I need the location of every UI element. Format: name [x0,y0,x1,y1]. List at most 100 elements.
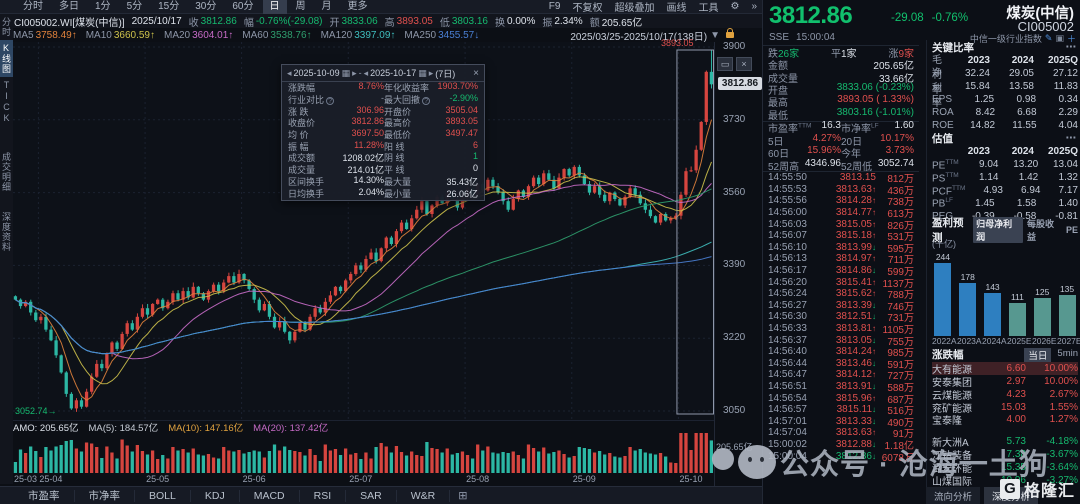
next-end-date-icon[interactable]: ▸ [428,67,434,78]
sidebar-item-TICK[interactable]: TICK [1,80,12,124]
sidebar-item-成交明细[interactable]: 成交明细 [1,152,11,192]
period-tab-1分[interactable]: 1分 [95,0,111,12]
tooltip-cell: 区间换手 14.30% [288,175,384,188]
mover-row-安泰集团[interactable]: 安泰集团 2.97 10.00% [932,375,1078,389]
quote-row: 最低 3803.16 (-1.01%) [763,106,919,122]
period-tab-60分[interactable]: 60分 [232,0,254,12]
tick-arrow-icon: ↑ [872,428,876,438]
mover-row-云煤能源[interactable]: 云煤能源 4.23 2.67% [932,388,1078,402]
forecast-toggle-PE[interactable]: PE [1065,224,1078,235]
tick-price: 3813.46↓ [835,357,876,369]
more-chevrons-icon[interactable]: » [751,1,757,12]
calendar-icon[interactable]: ▦ [341,67,351,78]
prev-end-date-icon[interactable]: ◂ [363,67,369,78]
up-count: 9家 [898,48,914,60]
valuation-menu-icon[interactable]: ⋯ [1065,132,1077,145]
sidebar-item-分时[interactable]: 分时 [1,17,11,37]
period-tab-日[interactable]: 日 [262,0,287,14]
tick-time: 14:55:53 [768,183,807,195]
tool-工具[interactable]: 工具 [698,3,719,14]
candlestick-chart[interactable]: 3893.05 3052.74→ ◂ 2025-10-09 ▦ ▸ - ◂ 2025-10-17… [13,38,714,420]
tick-price: 3815.05↑ [835,218,876,230]
tick-time: 14:56:54 [768,392,807,404]
period-tab-周[interactable]: 周 [295,0,306,12]
selection-rect-tool-icon[interactable]: ▭ [717,57,733,71]
quote-time: 15:00:04 [796,32,835,43]
field-幅: 幅 -0.76%(-29.08) [244,14,323,29]
key-ratios-row: 毛利率 32.24 29.05 27.12 [932,55,1078,96]
add-indicator-icon[interactable]: ⊞ [458,490,468,502]
tooltip-row: 区间换手 14.30% 最大量 35.43亿 [282,175,484,188]
stat-label: 收盘价 [288,118,316,129]
indicator-tab-市盈率[interactable]: 市盈率 [14,489,75,502]
prev-start-date-icon[interactable]: ◂ [287,67,292,78]
forecast-toggle-归母净利润[interactable]: 归母净利润 [973,216,1023,243]
indicator-tab-KDJ[interactable]: KDJ [191,489,240,502]
quote-row: 5日 4.27% 20日 10.17% [763,133,919,148]
tool-不复权[interactable]: 不复权 [572,3,603,14]
close-icon[interactable]: × [473,67,479,79]
mover-row-潞安环能[interactable]: 潞安环能 15.35 -3.64% [932,461,1078,475]
mover-row-江钻装备[interactable]: 江钻装备 7.38 -3.67% [932,448,1078,462]
calendar-icon[interactable]: ▦ [418,67,427,78]
period-tab-30分[interactable]: 30分 [195,0,217,12]
settings-gear-icon[interactable]: ⚙ [730,1,740,12]
period-tab-月[interactable]: 月 [321,0,332,12]
period-tab-多日[interactable]: 多日 [59,0,79,12]
tool-超级叠加[interactable]: 超级叠加 [614,3,655,14]
key-ratios-menu-icon[interactable]: ⋯ [1065,41,1077,53]
range-selection-box[interactable] [676,49,714,415]
indicator-tab-MACD[interactable]: MACD [240,489,300,502]
tooltip-row: 日均换手 2.04% 最小量 26.06亿 [282,187,484,199]
ma-indicator-bar: MA5 3758.49↑ MA10 3660.59↑ MA20 3604.01↑ MA60 3… [13,28,762,43]
panel-tab-流向分析[interactable]: 流向分析 [926,487,981,504]
quote-cell: 5日 4.27% [768,133,841,148]
forecast-bar-value: 143 [985,281,1000,292]
metric-value: 1.32 [1058,172,1078,184]
tool-画线[interactable]: 画线 [666,3,687,14]
tick-arrow-icon: ↓ [872,381,876,391]
forecast-bar: 125 [1031,250,1053,336]
movers-tab-5min[interactable]: 5min [1057,347,1078,359]
sidebar-item-K线图[interactable]: K线图 [0,40,13,77]
sidebar-item-深度资料[interactable]: 深度资料 [1,212,11,252]
edit-icon[interactable]: ✎ [1044,33,1053,43]
volume-pane[interactable] [13,433,714,473]
period-tab-分时[interactable]: 分时 [23,0,43,12]
quote-row: 52周高 4346.96 52周低 3052.74 [763,158,919,173]
quote-value: 3803.16 (-1.01%) [836,106,914,118]
forecast-category: 2027E [1057,335,1080,346]
tick-price: 3812.88↓ [835,438,876,450]
indicator-tab-BOLL[interactable]: BOLL [135,489,191,502]
period-tab-5分[interactable]: 5分 [126,0,143,12]
tool-F9[interactable]: F9 [548,1,561,12]
stat-value: 214.01亿 [347,165,384,176]
tick-arrow-icon: ↓ [872,335,876,345]
indicator-tab-市净率[interactable]: 市净率 [75,489,135,502]
period-tab-15分[interactable]: 15分 [158,0,180,12]
next-start-date-icon[interactable]: ▸ [352,67,357,78]
indicator-tab-RSI[interactable]: RSI [300,489,347,502]
mover-row-新大洲A[interactable]: 新大洲A 5.73 -4.18% [932,435,1078,449]
plus-icon[interactable]: ＋ [1066,34,1076,44]
tooltip-cell: 最大回撤? -2.90% [384,93,478,106]
index-type-label: 中信一级行业指数 [969,34,1042,44]
forecast-toggle-每股收益[interactable]: 每股收益 [1026,218,1054,242]
field-label: 收 [188,17,199,29]
mover-row-兖矿能源[interactable]: 兖矿能源 15.03 1.55% [932,401,1078,415]
indicator-tab-SAR[interactable]: SAR [346,489,397,502]
tick-amount: 711万 [888,255,914,267]
stat-value: - [381,93,384,104]
metric-value: -0.81 [1055,210,1078,222]
selection-close-icon[interactable]: × [736,57,752,71]
movers-tab-当日[interactable]: 当日 [1024,347,1052,362]
tick-arrow-icon: ↑ [872,277,876,287]
date-range-selector[interactable]: 2025/03/25-2025/10/17(138日) ▼ [570,28,762,43]
mover-row-大有能源[interactable]: 大有能源 6.60 10.00% [932,361,1078,376]
indicator-tab-W&R[interactable]: W&R [397,489,451,502]
mover-row-宝泰隆[interactable]: 宝泰隆 4.00 1.27% [932,413,1078,427]
grid-icon[interactable]: ▣ [1055,33,1064,43]
tick-list[interactable]: 14:55:50 3813.15 812万 14:55:53 3813.63↑ 436万 1… [763,172,919,463]
period-tab-更多[interactable]: 更多 [347,0,368,12]
ma-item-MA20: MA20 3604.01↑ [164,30,233,41]
